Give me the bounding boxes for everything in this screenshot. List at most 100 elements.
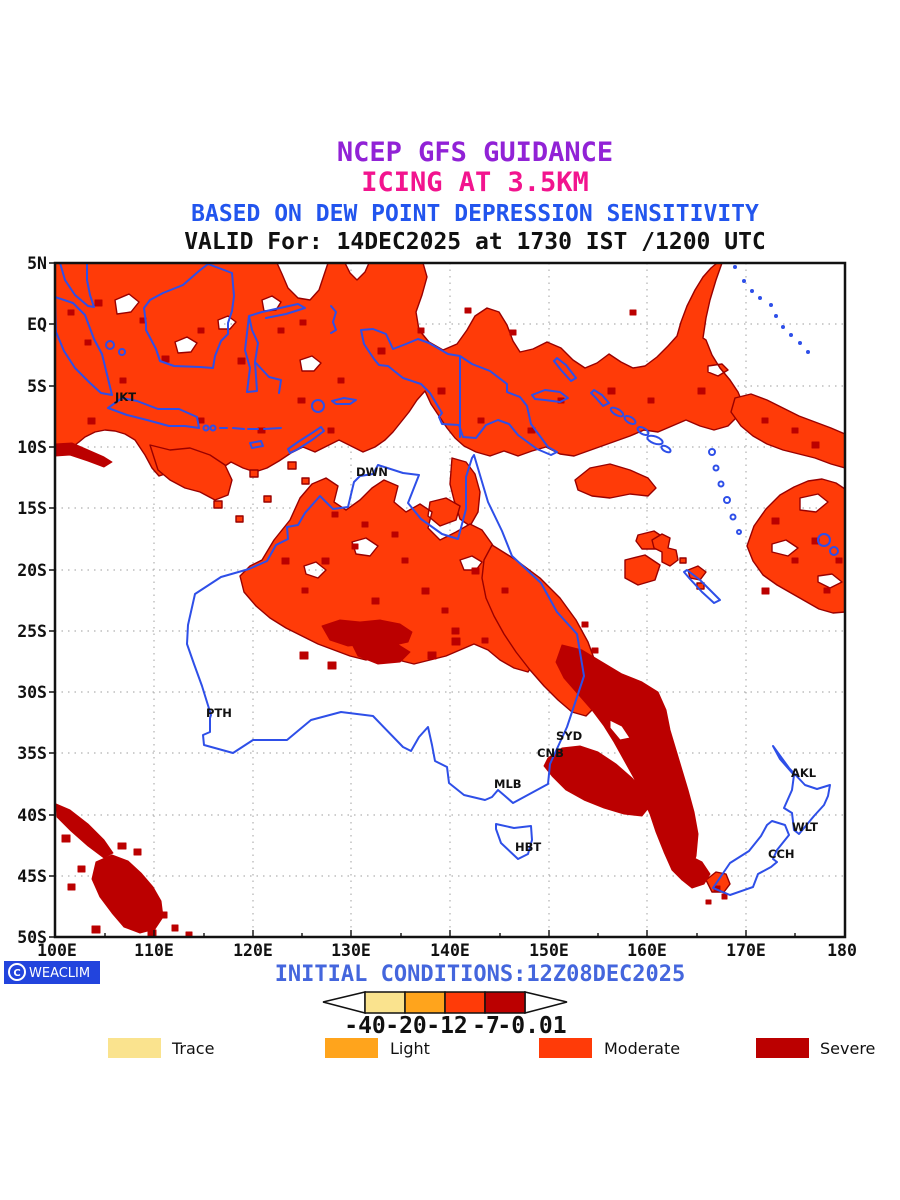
title-valid-time: VALID For: 14DEC2025 at 1730 IST /1200 U… bbox=[184, 229, 766, 255]
coastline-nz-north-island bbox=[772, 745, 831, 835]
weaclim-logo-text: WEACLIM bbox=[29, 966, 90, 981]
y-label-20s: 20S bbox=[17, 561, 47, 580]
x-axis-minor-ticks bbox=[104, 933, 796, 937]
coastline-nz-south-island bbox=[712, 820, 790, 896]
coastline-halmahera bbox=[330, 305, 337, 334]
legend-label-trace: Trace bbox=[171, 1039, 214, 1058]
coastline-timor bbox=[287, 426, 325, 454]
legend-swatch-moderate bbox=[539, 1038, 592, 1058]
city-label-dwn: DWN bbox=[356, 465, 388, 479]
coastline-lesser-sunda-chain bbox=[219, 427, 282, 430]
legend: Trace Light Moderate Severe bbox=[108, 1038, 875, 1058]
icing-moderate-coralsea-blob2 bbox=[624, 554, 661, 586]
colorbar-tick-0: -40 bbox=[344, 1013, 386, 1039]
colorbar-cell-severe bbox=[484, 991, 526, 1014]
icing-severe-southwest-blob bbox=[91, 854, 164, 934]
coastline-seram bbox=[331, 397, 357, 405]
x-axis-labels: 100E 110E 120E 130E 140E 150E 160E 170E … bbox=[37, 941, 857, 960]
y-label-15s: 15S bbox=[17, 499, 47, 518]
coastline-sumatra bbox=[55, 296, 113, 396]
icing-moderate-indonesia-newguinea bbox=[55, 263, 744, 477]
coastline-solomon-islands bbox=[609, 406, 672, 454]
colorbar-tick-labels: -40 -20 -12 -7 -0.01 bbox=[344, 1013, 566, 1039]
coastline-new-guinea bbox=[360, 328, 558, 456]
icing-severe-southwest-streak bbox=[55, 803, 114, 859]
coastline-micronesia-dots bbox=[733, 265, 810, 354]
coastline-bangka bbox=[105, 340, 115, 350]
icing-severe-tasman-lobe bbox=[543, 745, 651, 817]
city-label-jkt: JKT bbox=[114, 390, 136, 404]
icing-severe-regions bbox=[55, 299, 843, 937]
x-label-120e: 120E bbox=[233, 941, 273, 960]
y-label-30s: 30S bbox=[17, 683, 47, 702]
title-model: NCEP GFS GUIDANCE bbox=[337, 137, 613, 168]
city-label-syd: SYD bbox=[556, 729, 582, 743]
city-label-pth: PTH bbox=[206, 706, 232, 720]
city-label-mlb: MLB bbox=[494, 777, 522, 791]
colorbar-right-arrow bbox=[524, 991, 568, 1014]
legend-swatch-trace bbox=[108, 1038, 161, 1058]
legend-label-severe: Severe bbox=[820, 1039, 875, 1058]
city-label-wlt: WLT bbox=[792, 820, 818, 834]
coastline-new-caledonia bbox=[683, 569, 721, 604]
header-titles: NCEP GFS GUIDANCE ICING AT 3.5KM BASED O… bbox=[184, 137, 766, 255]
y-label-5n: 5N bbox=[27, 254, 47, 273]
coastlines bbox=[55, 263, 839, 896]
legend-swatch-severe bbox=[756, 1038, 809, 1058]
coastline-malay-peninsula bbox=[59, 263, 95, 308]
y-label-10s: 10S bbox=[17, 438, 47, 457]
coastline-new-britain bbox=[531, 389, 569, 403]
x-label-160e: 160E bbox=[627, 941, 667, 960]
icing-moderate-vanuatu-blob bbox=[651, 533, 679, 567]
coastline-fiji-main bbox=[817, 533, 831, 547]
coastline-borneo bbox=[143, 263, 235, 369]
icing-moderate-sunda-tongue bbox=[149, 444, 233, 501]
legend-label-moderate: Moderate bbox=[604, 1039, 680, 1058]
colorbar-tick-1: -20 bbox=[385, 1013, 427, 1039]
y-label-50s: 50S bbox=[17, 928, 47, 947]
colorbar-cell-moderate bbox=[444, 991, 486, 1014]
icing-severe-speckles-indonesia bbox=[67, 299, 706, 434]
copyright-letter: C bbox=[13, 968, 20, 979]
y-label-40s: 40S bbox=[17, 806, 47, 825]
icing-regions: JKT DWN PTH SYD CNB MLB HBT AKL WLT CCH bbox=[55, 263, 845, 937]
y-label-eq: EQ bbox=[27, 315, 47, 334]
colorbar-tick-2: -12 bbox=[426, 1013, 468, 1039]
weaclim-logo: C WEACLIM bbox=[4, 961, 100, 984]
coastline-java bbox=[107, 397, 200, 429]
colorbar-tick-4: -0.01 bbox=[497, 1013, 566, 1039]
axis-ticks bbox=[49, 262, 796, 938]
x-label-110e: 110E bbox=[134, 941, 174, 960]
y-label-45s: 45S bbox=[17, 867, 47, 886]
y-label-25s: 25S bbox=[17, 622, 47, 641]
coastline-belitung bbox=[118, 348, 126, 356]
coastline-tasmania bbox=[495, 823, 533, 860]
icing-moderate-timorsea-dots bbox=[213, 461, 310, 523]
y-label-35s: 35S bbox=[17, 744, 47, 763]
coastline-lombok bbox=[209, 424, 217, 432]
city-label-cnb: CNB bbox=[537, 746, 564, 760]
initial-conditions-text: INITIAL CONDITIONS:12Z08DEC2025 bbox=[275, 962, 686, 987]
x-label-140e: 140E bbox=[430, 941, 470, 960]
legend-label-light: Light bbox=[390, 1039, 430, 1058]
icing-severe-speckles-australia bbox=[281, 511, 509, 670]
city-labels: JKT DWN PTH SYD CNB MLB HBT AKL WLT CCH bbox=[114, 390, 818, 861]
colorbar bbox=[322, 991, 568, 1014]
copyright-circle-icon bbox=[8, 963, 26, 981]
coastline-new-ireland bbox=[553, 357, 577, 382]
x-label-130e: 130E bbox=[331, 941, 371, 960]
icing-severe-australia-blob bbox=[351, 637, 411, 665]
x-label-150e: 150E bbox=[529, 941, 569, 960]
x-axis-major-ticks bbox=[153, 930, 747, 937]
icing-moderate-solomon-band bbox=[730, 393, 845, 469]
coastline-australia bbox=[186, 454, 585, 804]
icing-moderate-fiji-mass bbox=[746, 478, 845, 614]
icing-severe-australia-strip bbox=[321, 619, 413, 647]
city-label-akl: AKL bbox=[791, 766, 817, 780]
icing-severe-fringe-java bbox=[55, 442, 113, 468]
coastline-bali bbox=[202, 424, 210, 432]
y-label-5s: 5S bbox=[27, 377, 47, 396]
y-axis-labels: 5N EQ 5S 10S 15S 20S 25S 30S 35S 40S 45S… bbox=[17, 254, 47, 947]
colorbar-cell-trace bbox=[364, 991, 406, 1014]
